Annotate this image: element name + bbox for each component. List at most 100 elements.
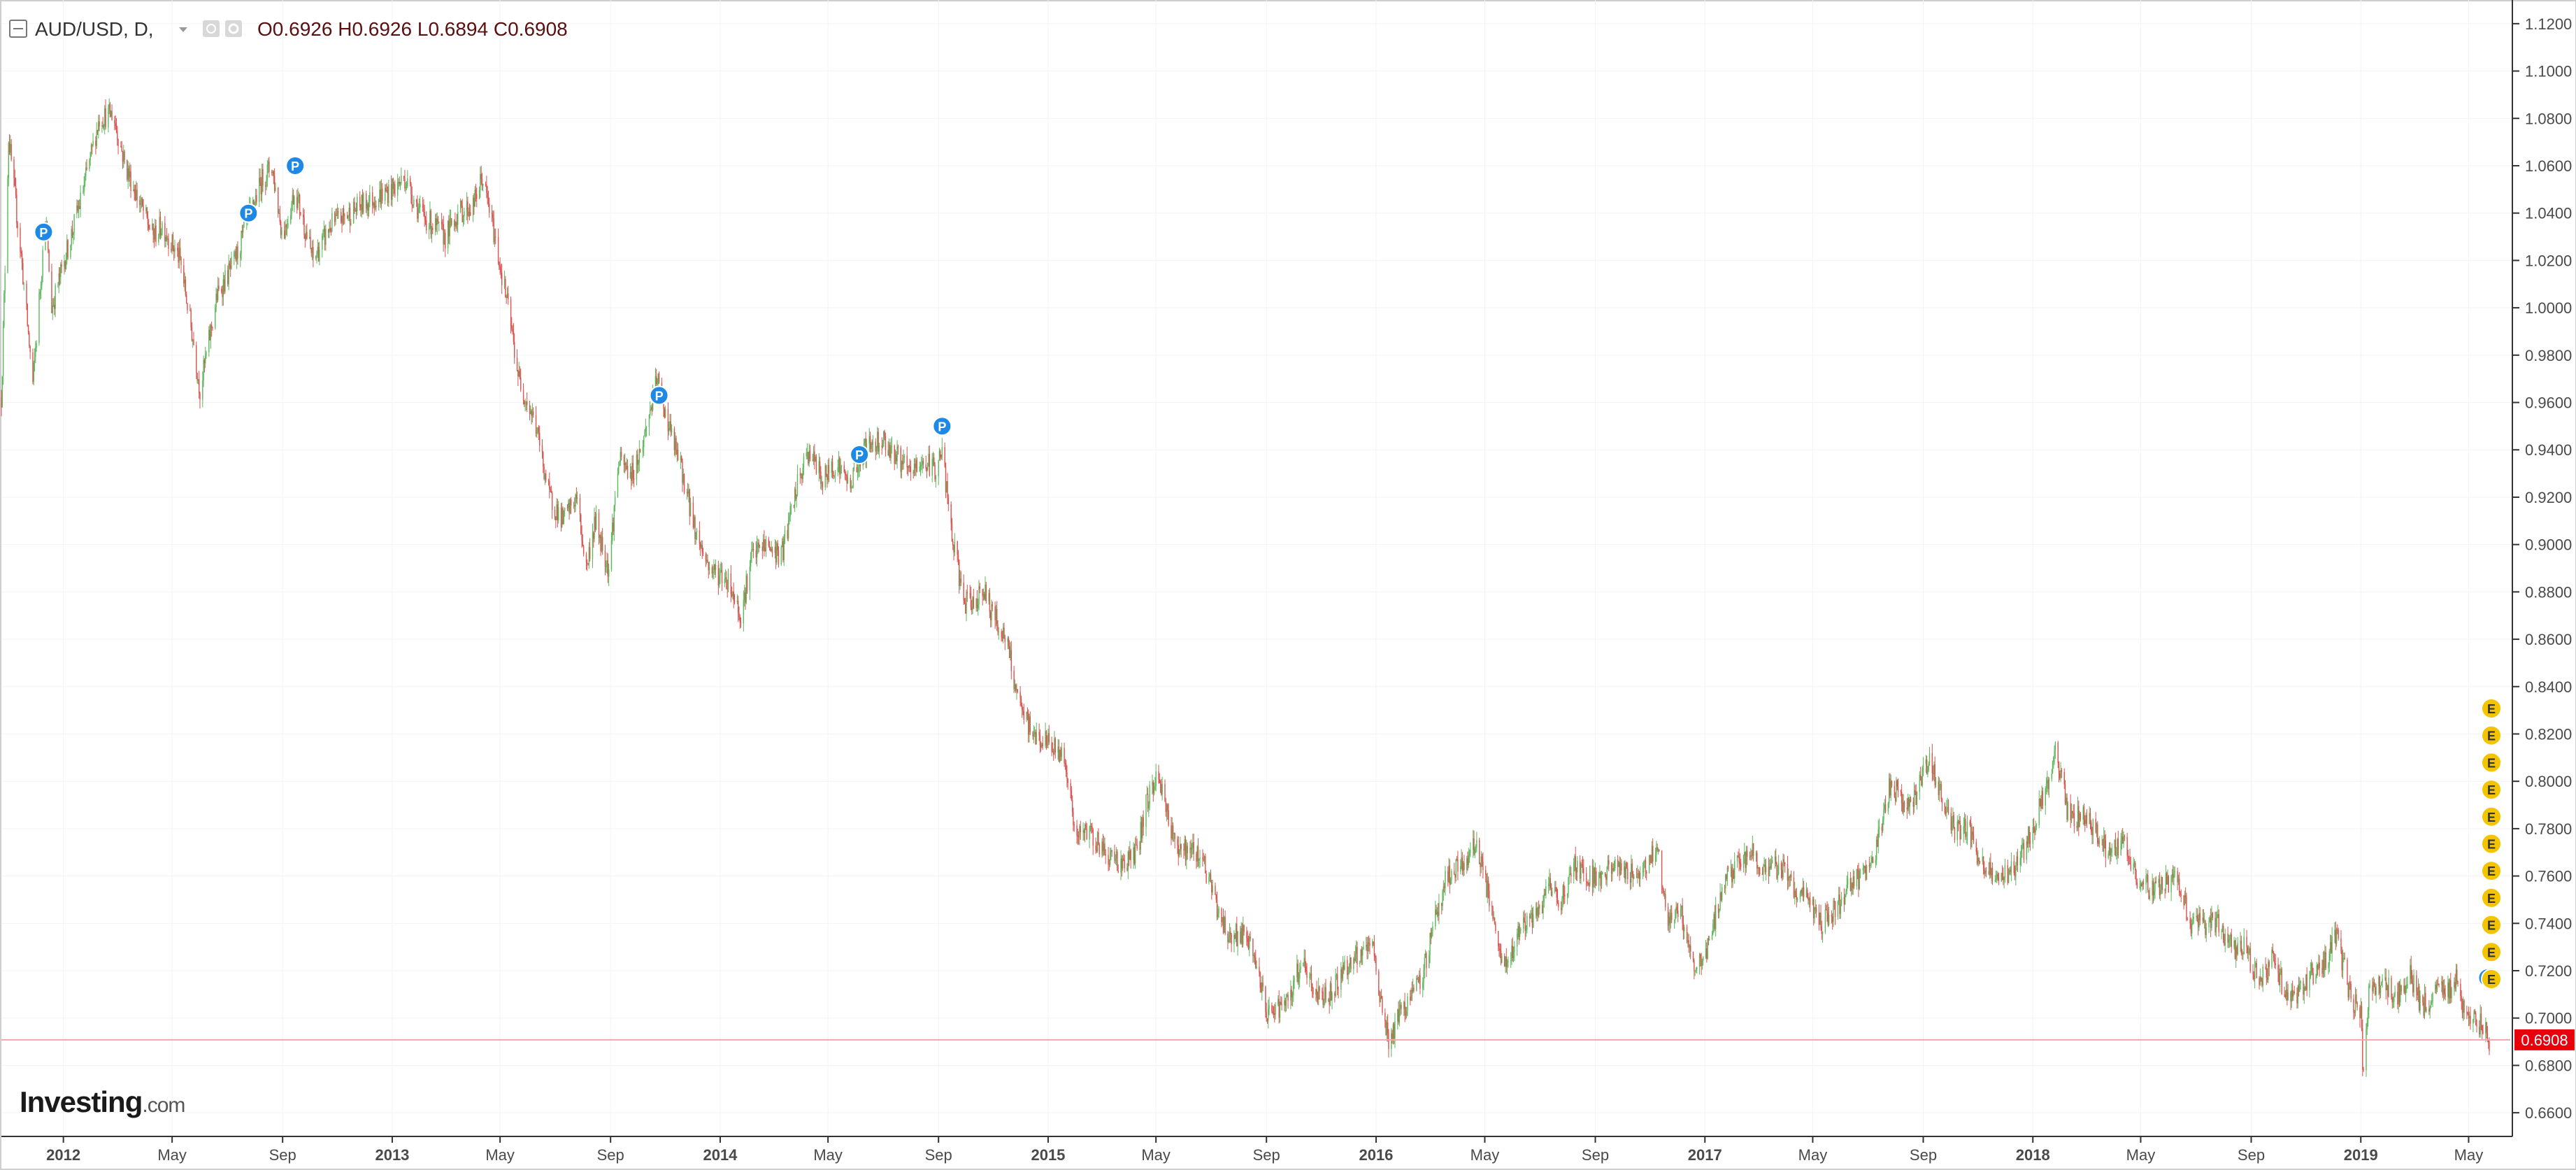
candle (1236, 916, 1238, 947)
candle-body (2054, 742, 2056, 751)
candle (1487, 876, 1489, 899)
candle-body (1625, 863, 1626, 879)
candle (453, 219, 455, 231)
candle-body (229, 263, 231, 266)
candle (1199, 849, 1201, 868)
candle-body (1859, 871, 1860, 890)
candlestick-series[interactable] (1, 98, 2490, 1077)
candle (1629, 871, 1631, 890)
candle-body (1340, 969, 1342, 990)
candle-body (27, 325, 29, 334)
candle (975, 598, 977, 612)
candle (1298, 972, 1300, 990)
candle-body (1266, 1018, 1268, 1022)
candle (1482, 852, 1484, 879)
candle (554, 506, 556, 520)
candle (890, 438, 892, 464)
candle-body (1856, 869, 1858, 887)
candle-body (780, 547, 782, 565)
candle-body (482, 183, 484, 186)
candle (2035, 823, 2038, 831)
candle-body (976, 598, 978, 608)
candle-body (1884, 804, 1887, 812)
candle (846, 473, 847, 492)
candle-body (366, 204, 368, 209)
candle-body (1479, 839, 1480, 864)
candle (1265, 985, 1266, 1018)
candle (1871, 850, 1873, 864)
candle (775, 540, 777, 569)
candle (1234, 933, 1236, 940)
candle-body (1092, 829, 1094, 846)
candle (896, 440, 898, 469)
candle-body (992, 604, 993, 606)
candle-body (1405, 1011, 1408, 1015)
candle-body (513, 331, 515, 342)
candle (1290, 980, 1291, 1010)
candle (1545, 879, 1547, 899)
candle (215, 287, 217, 313)
candle (1526, 912, 1528, 934)
candle-body (1369, 943, 1371, 946)
candle-body (922, 461, 924, 465)
candle-body (902, 461, 903, 465)
candle (1587, 879, 1589, 886)
candle-body (1689, 945, 1691, 952)
candle-body (1882, 819, 1884, 831)
candle-body (2013, 861, 2015, 873)
candle-body (1246, 932, 1247, 939)
candle-body (1303, 957, 1305, 963)
candle-body (1866, 865, 1868, 880)
candle (1926, 755, 1928, 775)
candle (1473, 830, 1475, 856)
candle-body (459, 200, 461, 213)
candle (1375, 955, 1377, 976)
candle (944, 442, 945, 468)
candle (794, 487, 796, 513)
candle-body (331, 213, 333, 231)
candle (1927, 766, 1929, 778)
candle-body (720, 569, 722, 571)
candle-body (184, 279, 185, 284)
candle-body (1745, 850, 1747, 868)
candle (689, 488, 690, 525)
candle-body (1336, 974, 1338, 976)
candle-body (991, 604, 992, 620)
candle-body (306, 231, 308, 239)
candle (827, 459, 829, 485)
candle (1574, 854, 1575, 871)
candle (432, 223, 434, 234)
candle (1485, 865, 1487, 883)
candle-body (115, 125, 117, 131)
candle (470, 204, 471, 216)
candle (1959, 816, 1961, 846)
candle-body (688, 489, 689, 494)
candle (592, 523, 594, 569)
candle-body (1090, 826, 1092, 827)
candle (139, 196, 141, 213)
candle (1520, 927, 1522, 934)
candle-body (561, 508, 563, 528)
candle (1010, 641, 1012, 680)
candle (1057, 739, 1059, 760)
candle-body (371, 192, 373, 206)
candle (1353, 957, 1354, 975)
candle-body (1379, 994, 1380, 1002)
candle-body (1870, 862, 1872, 865)
candle-body (86, 167, 87, 169)
candle (285, 224, 287, 236)
candle (1648, 855, 1650, 874)
candle (1801, 887, 1803, 897)
candle (146, 206, 148, 219)
candle-body (1476, 839, 1477, 848)
candle (1243, 924, 1245, 936)
candle (133, 180, 134, 192)
candle (424, 215, 427, 225)
candle-body (260, 183, 262, 194)
candle (1424, 953, 1426, 979)
candle-body (1740, 863, 1742, 867)
candle-body (343, 208, 345, 216)
candle (1310, 965, 1312, 992)
